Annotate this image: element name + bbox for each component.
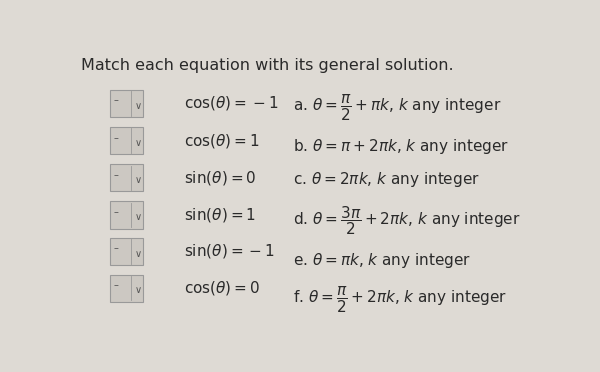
Text: b. $\theta = \pi + 2\pi k$, $k$ any integer: b. $\theta = \pi + 2\pi k$, $k$ any inte… (293, 137, 509, 156)
Text: a. $\theta = \dfrac{\pi}{2} + \pi k$, $k$ any integer: a. $\theta = \dfrac{\pi}{2} + \pi k$, $k… (293, 93, 501, 122)
Text: $\mathrm{cos}(\theta) = 0$: $\mathrm{cos}(\theta) = 0$ (184, 279, 260, 297)
Text: ∨: ∨ (135, 101, 142, 110)
Text: –: – (113, 96, 118, 106)
Text: c. $\theta = 2\pi k$, $k$ any integer: c. $\theta = 2\pi k$, $k$ any integer (293, 170, 479, 189)
Text: f. $\theta = \dfrac{\pi}{2} + 2\pi k$, $k$ any integer: f. $\theta = \dfrac{\pi}{2} + 2\pi k$, $… (293, 285, 506, 315)
Text: –: – (113, 280, 118, 290)
Text: $\mathrm{sin}(\theta) = 1$: $\mathrm{sin}(\theta) = 1$ (184, 206, 256, 224)
Text: ∨: ∨ (135, 212, 142, 222)
Text: –: – (113, 244, 118, 254)
Text: –: – (113, 207, 118, 217)
Text: $\mathrm{sin}(\theta) = 0$: $\mathrm{sin}(\theta) = 0$ (184, 169, 257, 187)
FancyBboxPatch shape (110, 164, 143, 192)
Text: ∨: ∨ (135, 138, 142, 148)
FancyBboxPatch shape (110, 127, 143, 154)
Text: $\mathrm{cos}(\theta) = -1$: $\mathrm{cos}(\theta) = -1$ (184, 94, 279, 112)
Text: ∨: ∨ (135, 249, 142, 259)
Text: e. $\theta = \pi k$, $k$ any integer: e. $\theta = \pi k$, $k$ any integer (293, 251, 470, 270)
Text: $\mathrm{sin}(\theta) = -1$: $\mathrm{sin}(\theta) = -1$ (184, 243, 275, 260)
FancyBboxPatch shape (110, 238, 143, 265)
FancyBboxPatch shape (110, 90, 143, 117)
Text: Match each equation with its general solution.: Match each equation with its general sol… (80, 58, 453, 73)
Text: –: – (113, 133, 118, 143)
FancyBboxPatch shape (110, 202, 143, 229)
Text: ∨: ∨ (135, 175, 142, 185)
Text: $\mathrm{cos}(\theta) = 1$: $\mathrm{cos}(\theta) = 1$ (184, 132, 260, 150)
Text: d. $\theta = \dfrac{3\pi}{2} + 2\pi k$, $k$ any integer: d. $\theta = \dfrac{3\pi}{2} + 2\pi k$, … (293, 204, 520, 237)
Text: –: – (113, 170, 118, 180)
FancyBboxPatch shape (110, 275, 143, 302)
Text: ∨: ∨ (135, 285, 142, 295)
